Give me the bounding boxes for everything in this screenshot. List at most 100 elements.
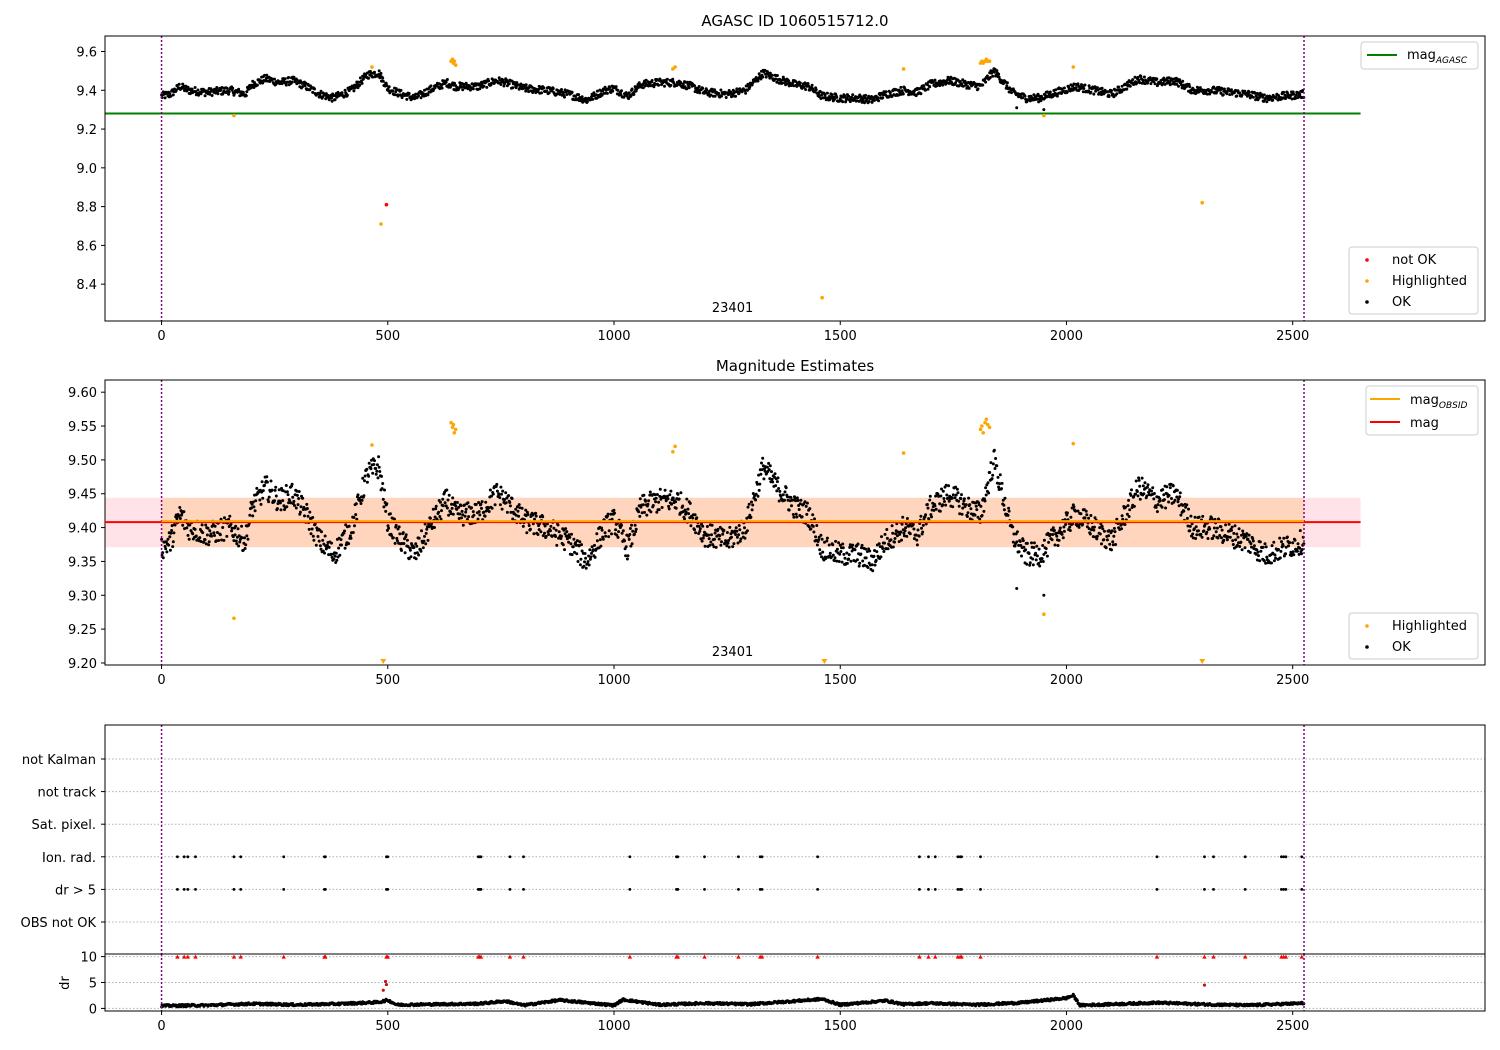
magnitude-ok-point <box>1208 527 1212 531</box>
agasc-ok-point <box>823 93 827 97</box>
magnitude-ok-point <box>879 555 883 559</box>
magnitude-ok-point <box>1007 509 1011 513</box>
magnitude-ok-point <box>474 503 478 506</box>
agasc-ok-point <box>1080 83 1083 87</box>
magnitude-ok-point <box>252 505 256 509</box>
magnitude-ok-point <box>1077 525 1081 529</box>
magnitude-ok-point <box>676 492 680 496</box>
magnitude-ok-point <box>1107 534 1111 538</box>
magnitude-ok-point <box>1178 491 1182 495</box>
magnitude-ok-point <box>750 500 753 504</box>
magnitude-ok-point <box>647 499 651 503</box>
magnitude-ok-point <box>259 502 263 506</box>
magnitude-below-range-marker <box>821 659 828 664</box>
agasc-ok-point <box>653 83 657 86</box>
agasc-ok-point <box>933 78 937 82</box>
magnitude-ok-point <box>393 541 397 545</box>
magnitude-ok-point <box>654 500 658 504</box>
magnitude-ok-point <box>902 531 906 535</box>
magnitude-ok-point <box>168 535 172 539</box>
magnitude-ok-point <box>1130 488 1133 492</box>
agasc-ok-point <box>881 96 885 100</box>
magnitude-legend-top: magOBSID mag <box>1365 385 1479 436</box>
agasc-ok-point <box>821 96 825 100</box>
agasc-ok-point <box>563 95 566 99</box>
magnitude-ok-point <box>543 524 547 528</box>
magnitude-ok-point <box>795 515 799 519</box>
agasc-ok-point <box>244 94 248 98</box>
magnitude-ok-point <box>1238 545 1242 548</box>
agasc-ok-point <box>551 87 555 90</box>
flags-point <box>186 888 190 891</box>
magnitude-ok-point <box>992 448 996 452</box>
magnitude-ok-point <box>563 548 566 552</box>
magnitude-ok-point <box>391 536 395 540</box>
magnitude-ok-point <box>841 542 845 546</box>
magnitude-ok-point <box>1258 559 1262 563</box>
magnitude-ok-point <box>735 535 739 539</box>
magnitude-ok-point <box>1058 526 1062 530</box>
magnitude-ok-point <box>382 505 386 509</box>
magnitude-ok-point <box>775 480 779 484</box>
agasc-ok-point <box>719 88 723 92</box>
magnitude-ok-point <box>210 534 214 538</box>
magnitude-ok-point <box>756 494 760 498</box>
magnitude-ok-point <box>278 501 282 505</box>
agasc-ok-point <box>619 93 623 96</box>
magnitude-ok-point <box>437 510 441 514</box>
magnitude-ok-point <box>1137 478 1141 482</box>
magnitude-ok-point <box>273 488 277 492</box>
magnitude-ok-point <box>187 537 191 541</box>
magnitude-ok-point <box>317 539 321 543</box>
magnitude-ok-point <box>1084 509 1088 513</box>
flags-point <box>194 888 197 891</box>
agasc-ok-point <box>969 80 973 84</box>
magnitude-ok-point <box>583 560 586 564</box>
magnitude-ok-point <box>245 534 249 538</box>
magnitude-ok-point <box>361 476 365 480</box>
magnitude-ok-point <box>1047 540 1051 544</box>
agasc-ok-point <box>657 83 661 87</box>
magnitude-ok-point <box>414 542 418 546</box>
flags-point <box>1300 888 1304 891</box>
magnitude-ok-point <box>500 492 503 496</box>
agasc-legend-top: magAGASC <box>1360 41 1479 70</box>
magnitude-ok-point <box>570 553 574 557</box>
agasc-ok-point <box>608 86 612 89</box>
agasc-ok-point <box>1125 87 1129 91</box>
magnitude-ok-point <box>815 543 819 547</box>
agasc-ok-point <box>545 89 549 93</box>
agasc-ok-point <box>1083 83 1087 87</box>
magnitude-ok-point <box>968 503 972 507</box>
magnitude-ok-point <box>1265 555 1269 559</box>
magnitude-ok-point <box>298 510 302 514</box>
magnitude-ok-point <box>726 541 730 545</box>
agasc-highlighted-point <box>1200 200 1205 205</box>
magnitude-ok-point <box>843 556 847 560</box>
magnitude-ok-point <box>750 508 754 512</box>
magnitude-ok-point <box>487 510 491 513</box>
agasc-axes-frame <box>104 35 1486 322</box>
agasc-highlighted-point <box>673 65 677 69</box>
magnitude-ok-point <box>286 493 290 497</box>
agasc-ok-point <box>746 82 750 86</box>
magnitude-ok-point <box>281 499 285 503</box>
magnitude-ok-point <box>831 553 835 557</box>
agasc-ok-point <box>855 99 859 103</box>
agasc-ok-point <box>734 94 738 98</box>
agasc-ok-point <box>884 90 888 94</box>
magnitude-ok-point <box>460 516 463 520</box>
magnitude-ok-point <box>375 463 379 467</box>
agasc-xtick-label: 1000 <box>597 329 630 344</box>
magnitude-ok-point <box>882 550 886 553</box>
magnitude-ok-point <box>549 524 553 528</box>
magnitude-ok-point <box>527 524 531 527</box>
magnitude-ok-point <box>421 546 425 550</box>
magnitude-ok-point <box>528 527 532 531</box>
magnitude-ok-point <box>292 499 296 503</box>
agasc-ok-point <box>681 82 685 86</box>
magnitude-ok-point <box>571 545 575 549</box>
magnitude-ok-point <box>657 500 661 504</box>
magnitude-ok-point <box>480 506 483 510</box>
magnitude-ok-point <box>450 506 454 510</box>
